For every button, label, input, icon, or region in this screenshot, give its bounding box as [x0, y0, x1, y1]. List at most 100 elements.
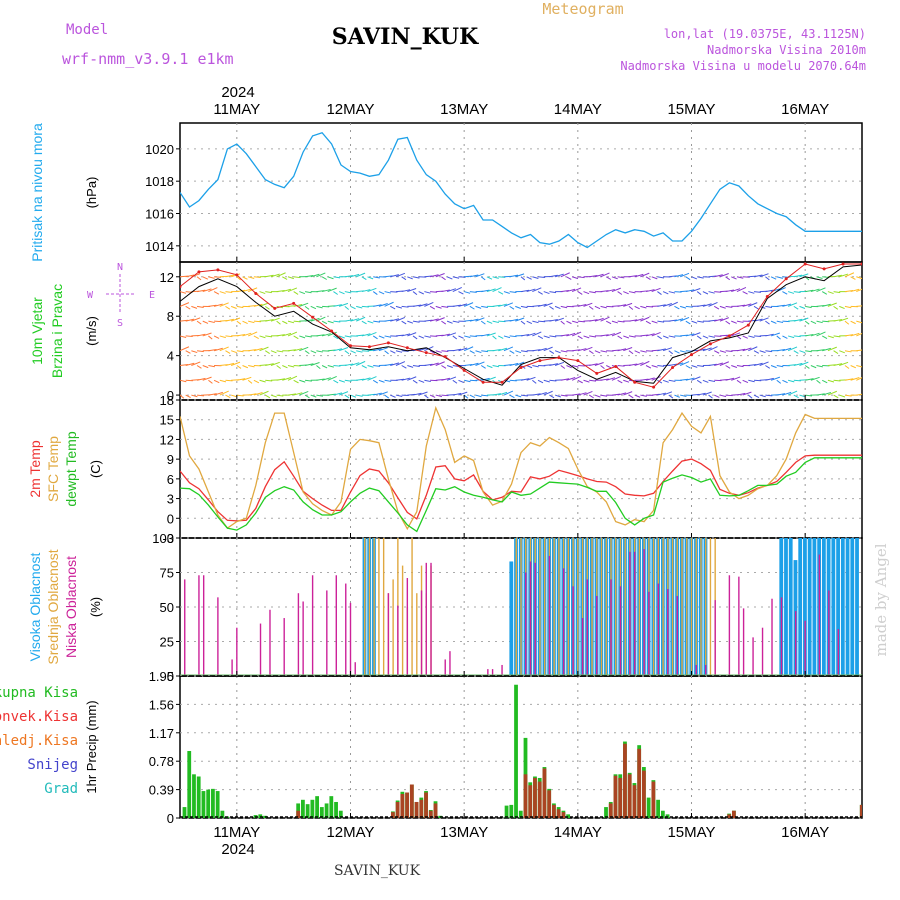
- wind-barb: [469, 335, 477, 338]
- wind-barb: [532, 393, 541, 396]
- wind-barb: [589, 335, 596, 338]
- wind-barb: [623, 379, 630, 383]
- wind-barb: [407, 376, 417, 381]
- year-bottom: 2024: [221, 841, 254, 858]
- wind-barb: [498, 276, 506, 278]
- wind-barb: [850, 365, 857, 369]
- wind-barb: [804, 365, 810, 369]
- wind-barb: [481, 333, 490, 337]
- wind-barb: [697, 392, 706, 396]
- wind-barb: [645, 305, 654, 308]
- wind-barb: [299, 302, 309, 307]
- wind-barb: [202, 376, 212, 381]
- wind-barb: [481, 289, 490, 293]
- wind-gust-point: [538, 359, 542, 363]
- wind-barb: [185, 318, 195, 322]
- y-tick-label: 18: [160, 393, 174, 408]
- wind-barb: [327, 320, 334, 324]
- wind-barb: [293, 303, 303, 307]
- wind-barb: [776, 348, 786, 352]
- wind-barb: [429, 274, 439, 278]
- wind-barb: [208, 335, 213, 340]
- wind-barb: [344, 275, 354, 278]
- wind-barb: [429, 394, 436, 398]
- wind-barb: [748, 302, 758, 307]
- wind-barb: [304, 291, 312, 294]
- wind-barb: [549, 335, 557, 338]
- wind-barb: [577, 303, 587, 307]
- wind-barb: [628, 350, 634, 355]
- wind-barb: [816, 331, 826, 337]
- wind-barb: [293, 276, 301, 279]
- wind-barb: [793, 274, 803, 278]
- wind-barb: [418, 391, 428, 396]
- wind-barb: [356, 378, 365, 381]
- wind-barb: [208, 287, 218, 293]
- wind-barb: [651, 331, 661, 337]
- wind-barb: [253, 303, 263, 307]
- wind-barb: [265, 335, 273, 338]
- wind-barb: [333, 276, 341, 279]
- wind-barb: [560, 378, 570, 381]
- wind-barb: [594, 394, 601, 398]
- wind-gust-point: [462, 368, 466, 372]
- wind-barb: [287, 375, 298, 381]
- wind-barb: [299, 390, 309, 396]
- wind-axis-label-2: Brzina i Pravac: [49, 284, 65, 378]
- wind-barb: [446, 376, 457, 381]
- cloud-axis-label: Visoka Oblacnost: [27, 553, 43, 662]
- wind-barb: [321, 333, 331, 337]
- wind-barb: [577, 320, 585, 323]
- wind-barb: [191, 317, 201, 322]
- wind-barb: [657, 276, 665, 279]
- cloud-bar: [798, 538, 803, 676]
- wind-barb: [401, 333, 411, 337]
- wind-barb: [515, 350, 522, 354]
- wind-barb: [225, 362, 235, 366]
- wind-barb: [839, 305, 845, 310]
- wind-barb: [196, 377, 206, 381]
- wind-barb: [378, 291, 385, 295]
- wind-barb: [480, 276, 486, 281]
- wind-barb: [566, 320, 572, 325]
- wind-barb: [736, 365, 744, 368]
- y-tick-label: 1018: [145, 174, 174, 189]
- wind-barb: [384, 335, 392, 338]
- wind-barb: [833, 379, 841, 382]
- wind-barb: [628, 363, 638, 366]
- wind-barb: [793, 318, 803, 322]
- precipitation-bar: [390, 812, 395, 818]
- wind-barb: [736, 320, 744, 323]
- wind-barb: [765, 350, 773, 353]
- precipitation-bar: [552, 804, 556, 818]
- wind-barb: [844, 334, 854, 337]
- wind-barb: [202, 320, 209, 324]
- wind-gust-point: [197, 270, 201, 274]
- wind-barb: [742, 335, 748, 339]
- wind-barb: [395, 316, 406, 322]
- wind-barb: [236, 365, 242, 369]
- wind-barb: [191, 394, 198, 398]
- wind-barb: [770, 332, 780, 337]
- wind-barb: [344, 363, 354, 366]
- wind-gust-point: [349, 344, 352, 348]
- wind-barb: [384, 394, 390, 399]
- precipitation-bar: [258, 814, 263, 818]
- wind-barb: [287, 365, 295, 368]
- wind-barb: [748, 394, 753, 399]
- precipitation-bar: [334, 801, 338, 818]
- wind-barb: [469, 394, 476, 399]
- y-tick-label: 15: [160, 413, 174, 428]
- wind-gust-point: [481, 380, 485, 384]
- wind-barb: [208, 304, 217, 307]
- precipitation-bar: [660, 810, 665, 818]
- wind-barb: [702, 303, 712, 307]
- wind-barb: [424, 335, 431, 338]
- cloud-bar: [821, 538, 826, 676]
- wind-barb: [816, 320, 823, 324]
- wind-barb: [674, 350, 680, 354]
- wind-barb: [560, 394, 568, 397]
- wind-barb: [310, 273, 320, 278]
- wind-barb: [503, 346, 514, 352]
- wind-barb: [833, 350, 839, 354]
